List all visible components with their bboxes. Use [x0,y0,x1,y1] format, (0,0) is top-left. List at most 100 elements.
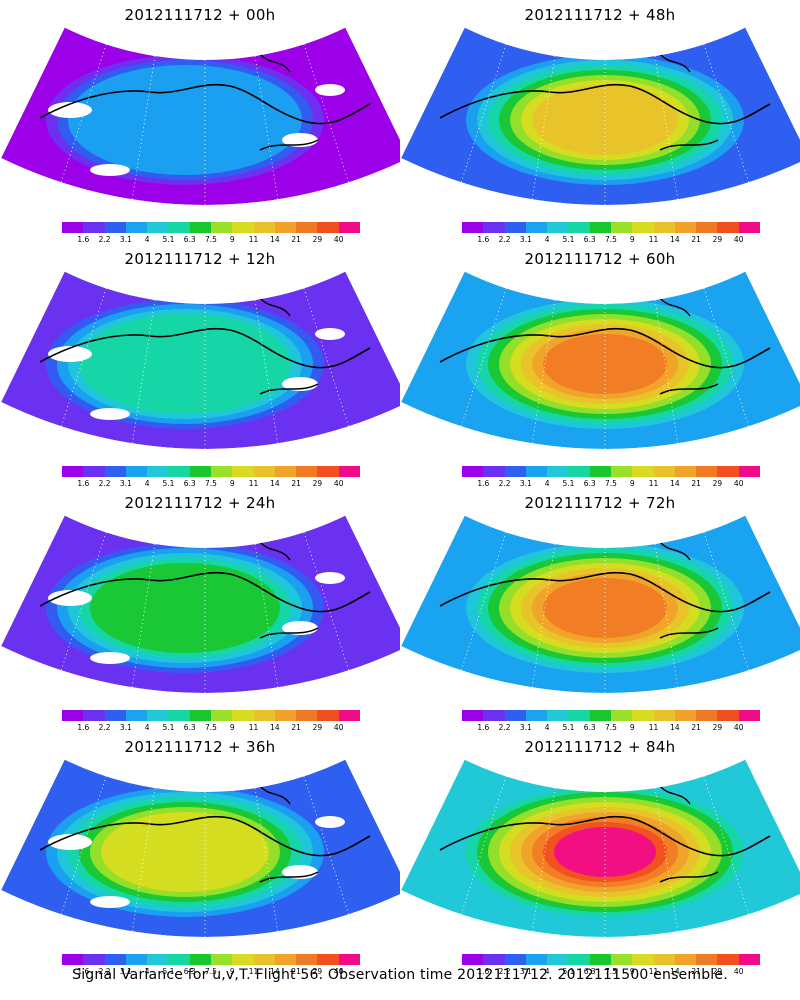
colorbar-labels: 1.6 2.2 3.1 4 5.1 6.3 7.5 9 11 14 21 29 40 [462,723,760,733]
colorbar-swatch [632,954,654,965]
forecast-panel: 2012111712 + 36h 1.6 2.2 3.1 4 5.1 6.3 7.5 9 11 14… [0,732,400,977]
colorbar-swatch [547,466,569,477]
colorbar-label: 3.1 [519,967,532,976]
colorbar [462,466,760,477]
colorbar-label: 11 [648,967,659,976]
colorbar-swatch [125,954,148,965]
colorbar-swatch [274,710,297,721]
colorbar-labels: 1.6 2.2 3.1 4 5.1 6.3 7.5 9 11 14 21 29 40 [462,235,760,245]
colorbar-swatch [483,222,505,233]
forecast-panel: 2012111712 + 72h 1.6 2.2 3.1 4 5.1 6.3 7.5 9 11 14… [400,488,800,733]
colorbar-swatch [168,466,190,477]
colorbar-label: 9 [229,967,235,976]
colorbar-swatch [696,466,718,477]
colorbar-label: 40 [333,967,344,976]
colorbar-label: 29 [712,235,723,244]
colorbar-label: 7.5 [205,479,217,488]
panel-title: 2012111712 + 48h [524,6,676,24]
colorbar-label: 6.3 [583,967,596,976]
colorbar-swatch [568,710,590,721]
variance-map [401,759,800,937]
forecast-panel: 2012111712 + 48h 1.6 2.2 3.1 4 5.1 6.3 7.5 9 11 14… [400,0,800,245]
colorbar-swatch [589,222,611,233]
colorbar-label: 11 [648,723,659,732]
colorbar [62,710,360,721]
colorbar-label: 9 [629,967,635,976]
colorbar-label: 3.1 [519,479,532,488]
colorbar-swatch [504,222,526,233]
colorbar-swatch [147,222,169,233]
colorbar-label: 29 [312,967,323,976]
colorbar-swatch [483,710,505,721]
colorbar-swatch [83,954,105,965]
colorbar-label: 6.3 [183,967,196,976]
colorbar-label: 1.6 [477,723,490,732]
colorbar-label: 40 [733,235,744,244]
variance-map [401,271,800,449]
colorbar-swatch [338,466,360,477]
colorbar-label: 9 [229,479,235,488]
colorbar-label: 5.1 [162,967,175,976]
colorbar-swatch [125,466,148,477]
colorbar-swatch [104,222,126,233]
colorbar-swatch [338,710,360,721]
colorbar-label: 21 [691,479,701,488]
colorbar-swatch [610,466,633,477]
colorbar-label: 2.2 [98,479,111,488]
colorbar-label: 5.1 [162,723,175,732]
variance-map [1,759,400,937]
colorbar-swatch [610,710,633,721]
colorbar-label: 21 [691,967,701,976]
colorbar-swatch [104,710,126,721]
panel-title: 2012111712 + 60h [524,250,676,268]
forecast-panel: 2012111712 + 24h 1.6 2.2 3.1 4 5.1 6.3 7.5 9 11 14… [0,488,400,733]
colorbar-swatch [83,710,105,721]
colorbar-swatch [589,466,611,477]
colorbar-label: 14 [670,967,680,976]
colorbar-swatch [274,222,297,233]
colorbar-swatch [717,954,739,965]
colorbar-label: 29 [712,723,723,732]
colorbar-label: 2.2 [98,235,111,244]
colorbar-label: 1.6 [477,235,490,244]
variance-map [1,271,400,449]
colorbar-swatch [547,954,569,965]
variance-map [401,27,800,205]
colorbar-swatch [568,222,590,233]
colorbar-swatch [738,466,760,477]
colorbar-swatch [189,222,211,233]
colorbar-label: 14 [270,967,280,976]
colorbar-swatch [338,222,360,233]
colorbar-swatch [62,222,84,233]
colorbar-swatch [462,222,484,233]
colorbar-swatch [653,954,675,965]
colorbar-label: 4 [144,235,150,244]
colorbar-swatch [568,954,590,965]
colorbar-swatch [274,954,297,965]
colorbar-swatch [462,466,484,477]
colorbar-label: 1.6 [77,967,90,976]
colorbar-label: 14 [670,723,680,732]
colorbar-label: 14 [270,235,280,244]
colorbar-label: 4 [544,967,550,976]
colorbar-label: 14 [670,235,680,244]
colorbar-labels: 1.6 2.2 3.1 4 5.1 6.3 7.5 9 11 14 21 29 40 [462,479,760,489]
colorbar-swatch [62,954,84,965]
colorbar-label: 40 [733,723,744,732]
colorbar-swatch [147,466,169,477]
colorbar-swatch [525,466,548,477]
colorbar-swatch [568,466,590,477]
colorbar-swatch [210,710,233,721]
colorbar-swatch [674,466,697,477]
colorbar-label: 2.2 [98,967,111,976]
colorbar-label: 40 [333,723,344,732]
colorbar-swatch [462,954,484,965]
colorbar-swatch [674,222,697,233]
forecast-panel: 2012111712 + 00h 1.6 2.2 3.1 4 5.1 6.3 7.5 9 11 14… [0,0,400,245]
colorbar-label: 7.5 [605,723,617,732]
colorbar-label: 11 [648,235,659,244]
colorbar-label: 21 [291,235,301,244]
colorbar-swatch [274,466,297,477]
colorbar-label: 4 [544,235,550,244]
colorbar-swatch [525,222,548,233]
